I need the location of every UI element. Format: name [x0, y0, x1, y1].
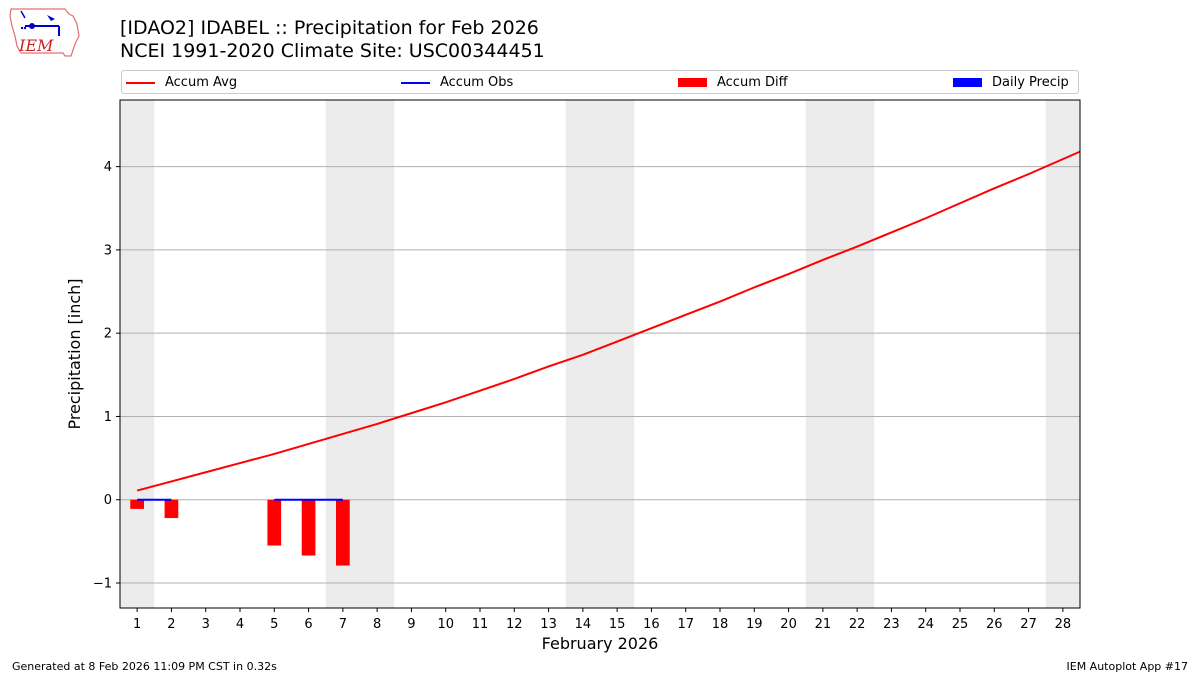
y-tick-label: 1 — [104, 410, 112, 425]
accum-diff-bars — [130, 499, 350, 566]
x-tick-label: 20 — [780, 617, 797, 632]
legend-swatch-accum-diff — [678, 78, 707, 87]
legend-label-accum-avg: Accum Avg — [165, 75, 238, 90]
weekend-band — [805, 100, 875, 608]
x-tick-label: 8 — [373, 617, 381, 632]
y-axis-label: Precipitation [inch] — [65, 278, 84, 429]
x-tick-label: 12 — [506, 617, 523, 632]
x-tick-label: 4 — [236, 617, 244, 632]
x-tick-label: 1 — [133, 617, 141, 632]
accum-diff-bar — [164, 499, 179, 519]
x-axis-label: February 2026 — [542, 634, 659, 653]
y-tick-label: 2 — [104, 327, 112, 342]
x-tick-label: 7 — [339, 617, 347, 632]
x-tick-label: 24 — [917, 617, 934, 632]
chart-subtitle: NCEI 1991-2020 Climate Site: USC00344451 — [120, 40, 545, 62]
legend-item-accum-avg: Accum Avg — [126, 74, 237, 91]
x-tick-label: 6 — [304, 617, 312, 632]
x-tick-label: 13 — [540, 617, 557, 632]
plot-frame — [119, 99, 1081, 609]
footer-app: IEM Autoplot App #17 — [1066, 660, 1189, 673]
x-tick-label: 18 — [712, 617, 729, 632]
x-tick-label: 10 — [437, 617, 454, 632]
y-tick-label: 0 — [104, 493, 112, 508]
weekend-band — [565, 100, 635, 608]
gridlines — [120, 166, 1080, 584]
x-tick-label: 21 — [815, 617, 832, 632]
x-tick-label: 11 — [472, 617, 489, 632]
legend-label-daily-precip: Daily Precip — [992, 75, 1069, 90]
x-tick-label: 19 — [746, 617, 763, 632]
x-axis: 1 2 3 4 5 6 7 8 9 10 11 12 13 14 15 16 17 18 19 20 21 22 23 24 2… — [133, 608, 1071, 632]
accum-diff-bar — [301, 499, 316, 556]
legend-item-accum-diff: Accum Diff — [678, 74, 788, 91]
weekend-band — [120, 100, 155, 608]
chart-title: [IDAO2] IDABEL :: Precipitation for Feb … — [120, 17, 539, 39]
accum-diff-bar — [130, 499, 144, 509]
x-tick-label: 3 — [202, 617, 210, 632]
x-tick-label: 26 — [986, 617, 1003, 632]
legend: Accum Avg Accum Obs Accum Diff Daily Pre… — [121, 70, 1079, 94]
y-axis: −1 0 1 2 3 4 — [93, 160, 120, 592]
x-tick-label: 25 — [952, 617, 969, 632]
legend-swatch-accum-avg — [126, 81, 155, 84]
x-tick-label: 17 — [677, 617, 694, 632]
accum-diff-bar — [336, 499, 350, 566]
x-tick-label: 16 — [643, 617, 660, 632]
legend-swatch-accum-obs — [401, 81, 430, 84]
x-tick-label: 2 — [167, 617, 175, 632]
x-tick-label: 27 — [1020, 617, 1037, 632]
weekend-band — [1045, 100, 1080, 608]
x-tick-label: 5 — [270, 617, 278, 632]
x-tick-label: 9 — [407, 617, 415, 632]
accum-avg-line — [136, 150, 1081, 492]
y-tick-label: −1 — [93, 577, 112, 592]
legend-label-accum-diff: Accum Diff — [717, 75, 788, 90]
legend-swatch-daily-precip — [953, 78, 982, 87]
x-tick-label: 28 — [1055, 617, 1072, 632]
x-tick-label: 14 — [575, 617, 592, 632]
weekend-bands — [120, 100, 1080, 608]
y-tick-label: 3 — [104, 243, 112, 258]
legend-label-accum-obs: Accum Obs — [440, 75, 514, 90]
footer-generated: Generated at 8 Feb 2026 11:09 PM CST in … — [12, 660, 277, 673]
series-lines — [136, 150, 1081, 501]
iem-logo: IEM — [9, 8, 80, 57]
accum-diff-bar — [267, 499, 282, 546]
y-tick-label: 4 — [104, 160, 112, 175]
legend-item-daily-precip: Daily Precip — [953, 74, 1069, 91]
logo-text: IEM — [18, 36, 54, 55]
x-tick-label: 15 — [609, 617, 626, 632]
x-tick-label: 23 — [883, 617, 900, 632]
legend-item-accum-obs: Accum Obs — [401, 74, 513, 91]
x-tick-label: 22 — [849, 617, 866, 632]
weekend-band — [325, 100, 395, 608]
